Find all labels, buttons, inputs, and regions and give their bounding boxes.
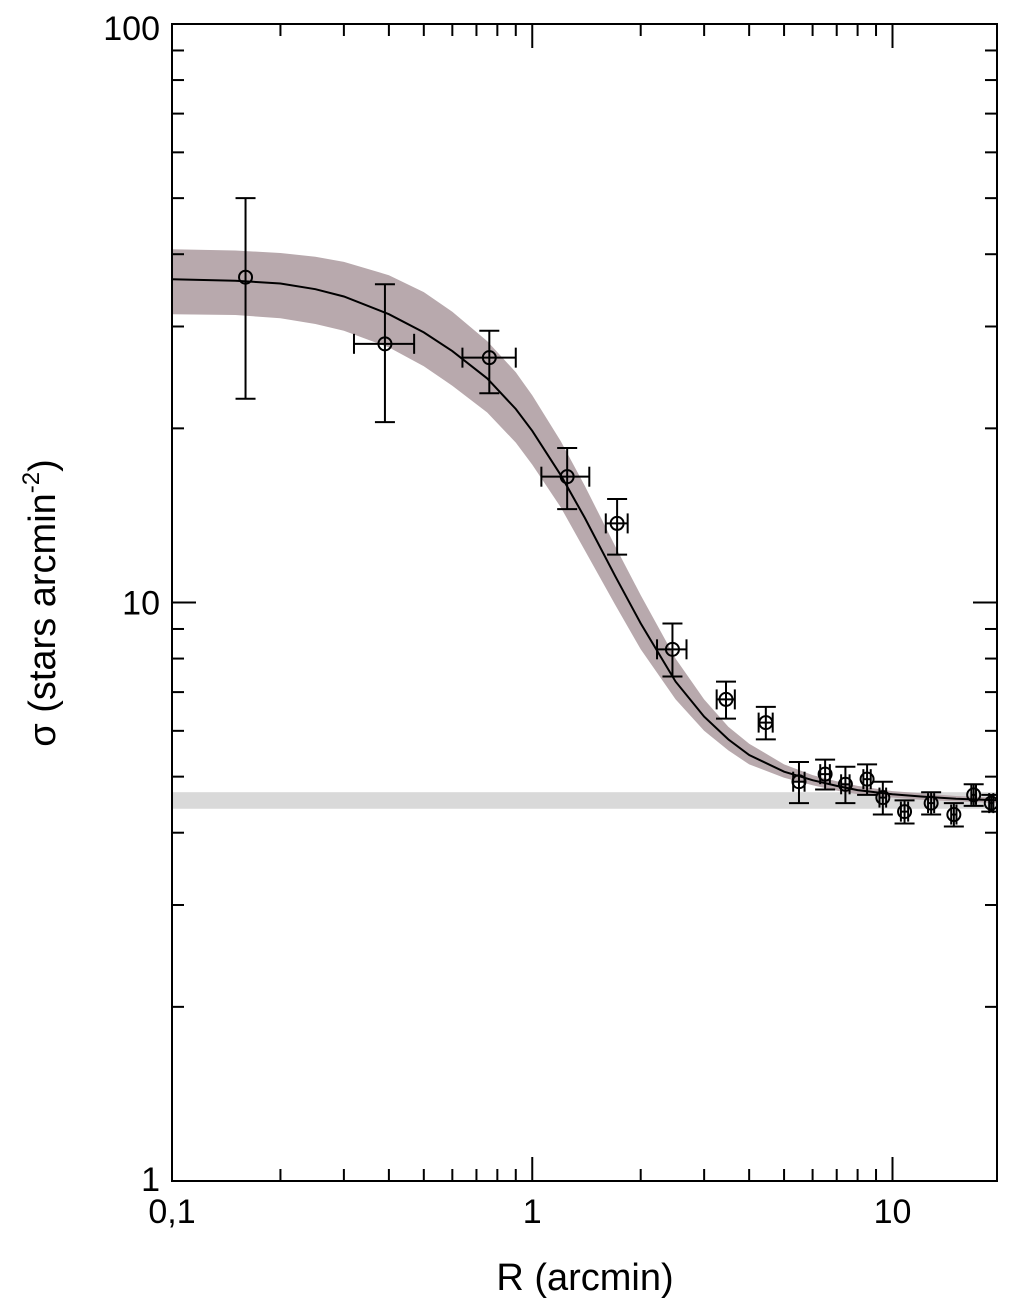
data-point	[788, 761, 809, 805]
data-point	[835, 765, 856, 805]
y-tick-label: 10	[122, 585, 160, 623]
data-marker	[923, 795, 939, 811]
data-marker	[559, 469, 575, 485]
data-point	[604, 497, 629, 556]
axis-ticks	[171, 23, 997, 1182]
y-axis-title-close: )	[22, 459, 64, 472]
data-marker	[238, 269, 254, 285]
data-marker	[718, 691, 734, 707]
fit-uncertainty-band	[172, 249, 997, 804]
data-marker	[609, 515, 625, 531]
background-level-band	[172, 792, 997, 809]
data-marker	[897, 804, 913, 820]
data-marker	[481, 350, 497, 366]
data-marker	[966, 787, 982, 803]
data-point	[755, 705, 776, 741]
data-marker	[859, 771, 875, 787]
data-point	[352, 283, 416, 424]
data-point	[872, 780, 893, 816]
data-point	[963, 783, 984, 807]
data-point	[981, 793, 997, 814]
data-marker	[758, 715, 774, 731]
data-marker	[983, 795, 997, 811]
y-axis-title-exponent: -2	[18, 472, 45, 493]
data-point	[540, 446, 591, 511]
y-tick-label: 100	[103, 10, 160, 48]
data-marker	[837, 776, 853, 792]
data-marker	[377, 336, 393, 352]
x-axis-title: R (arcmin)	[496, 1257, 673, 1299]
data-point	[943, 802, 964, 828]
data-point	[894, 799, 915, 825]
y-axis-title-main: σ (stars arcmin	[22, 493, 64, 747]
data-marker	[946, 807, 962, 823]
data-marker	[817, 766, 833, 782]
data-point	[656, 622, 688, 678]
data-marker	[875, 790, 891, 806]
data-marker	[791, 774, 807, 790]
plot-clipped-group	[172, 197, 997, 828]
y-tick-label: 1	[141, 1161, 160, 1199]
data-point	[461, 329, 517, 395]
x-tick-label: 10	[874, 1193, 912, 1231]
x-tick-label: 0,1	[148, 1193, 195, 1231]
data-point	[921, 791, 942, 816]
y-axis-title: σ (stars arcmin-2)	[18, 459, 64, 747]
data-marker	[664, 641, 680, 657]
data-point	[857, 763, 878, 796]
data-point	[815, 758, 836, 791]
data-point	[235, 197, 256, 400]
x-tick-label: 1	[523, 1193, 542, 1231]
data-point	[715, 680, 737, 720]
